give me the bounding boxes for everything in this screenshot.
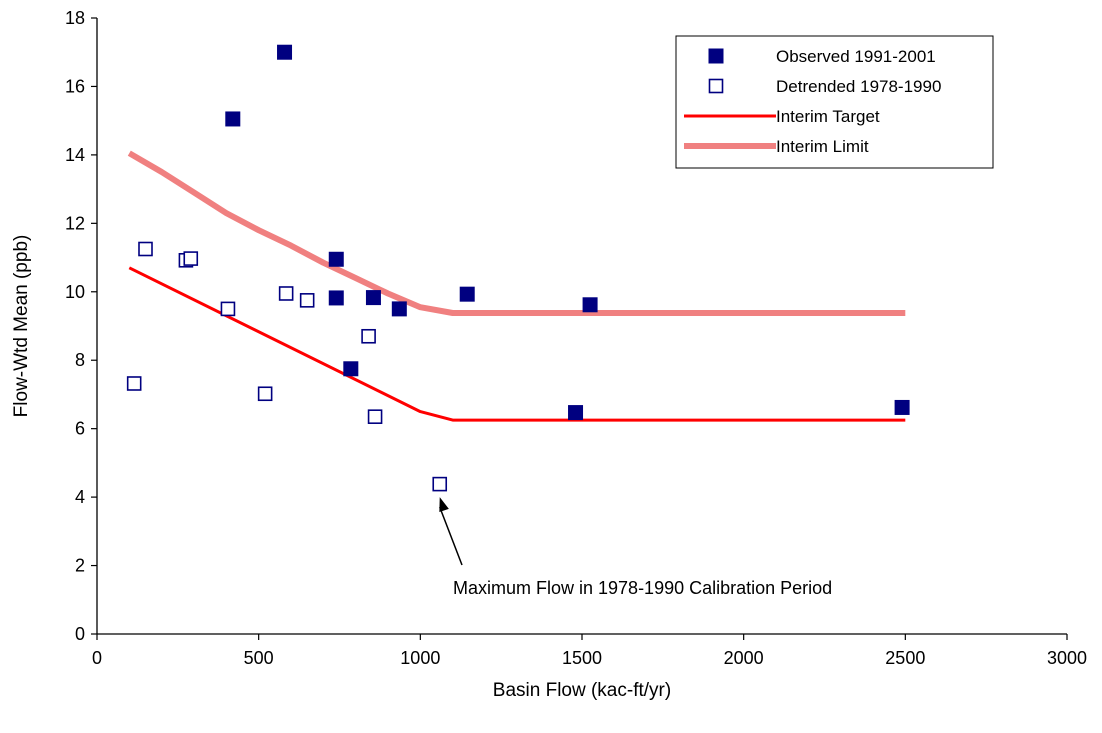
detrended-point (367, 409, 383, 424)
series-lines (127, 150, 906, 422)
detrended-point (138, 241, 153, 257)
y-tick-label: 6 (75, 419, 85, 439)
annotation-arrow (439, 506, 463, 566)
observed-point (459, 286, 475, 302)
detrended-point (432, 476, 448, 492)
annotation-text: Maximum Flow in 1978-1990 Calibration Pe… (453, 578, 832, 598)
y-tick-label: 18 (65, 8, 85, 28)
y-tick-label: 2 (75, 556, 85, 576)
detrended-point (278, 286, 294, 301)
x-tick-label: 0 (92, 648, 102, 668)
y-tick-label: 4 (75, 487, 85, 507)
x-tick-label: 2000 (724, 648, 764, 668)
observed-point (225, 111, 241, 127)
x-tick-label: 2500 (885, 648, 925, 668)
detrended-point (299, 293, 315, 308)
y-tick-label: 0 (75, 624, 85, 644)
y-tick-label: 14 (65, 145, 85, 165)
interim-target-line (128, 266, 906, 422)
observed-point (894, 399, 910, 415)
observed-point (328, 290, 344, 306)
observed-point (365, 290, 381, 306)
y-tick-label: 10 (65, 282, 85, 302)
series-markers (126, 44, 910, 492)
legend-items: Observed 1991-2001 Detrended 1978-1990 Int… (684, 47, 941, 156)
observed-point (582, 297, 598, 313)
annotation-arrowhead (439, 497, 449, 512)
observed-point (391, 301, 407, 317)
detrended-point (220, 301, 236, 317)
y-tick-label: 8 (75, 350, 85, 370)
detrended-point (257, 386, 273, 402)
y-axis-title: Flow-Wtd Mean (ppb) (11, 235, 32, 418)
detrended-point (183, 251, 199, 266)
x-tick-label: 3000 (1047, 648, 1087, 668)
x-tick-label: 500 (244, 648, 274, 668)
x-axis-title: Basin Flow (kac-ft/yr) (493, 680, 671, 701)
axis-ticks: 0 500 1000 1500 2000 2500 3000 0 2 4 6 8 10 12 14 16 18 (65, 8, 1087, 668)
observed-point (568, 405, 584, 421)
detrended-point (126, 376, 142, 391)
legend-label: Interim Target (776, 107, 880, 126)
y-tick-label: 16 (65, 76, 85, 96)
interim-limit-line (127, 150, 906, 316)
detrended-point (361, 328, 376, 344)
observed-point (277, 44, 293, 60)
legend: Observed 1991-2001 Detrended 1978-1990 Int… (675, 35, 994, 169)
legend-swatch-detrended (708, 78, 724, 94)
observed-point (328, 251, 344, 267)
legend-swatch-observed (708, 48, 724, 64)
x-tick-label: 1000 (400, 648, 440, 668)
annotation: Maximum Flow in 1978-1990 Calibration Pe… (439, 497, 832, 598)
legend-label: Interim Limit (776, 137, 869, 156)
y-tick-label: 12 (65, 213, 85, 233)
observed-point (343, 361, 359, 377)
legend-label: Detrended 1978-1990 (776, 77, 941, 96)
x-tick-label: 1500 (562, 648, 602, 668)
legend-label: Observed 1991-2001 (776, 47, 936, 66)
